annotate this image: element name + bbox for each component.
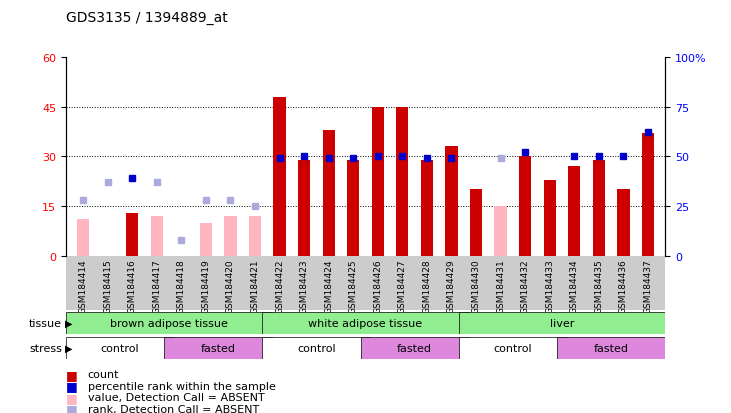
Bar xyxy=(593,160,605,256)
Text: GSM184417: GSM184417 xyxy=(152,259,162,313)
Bar xyxy=(470,190,482,256)
Bar xyxy=(459,337,567,359)
Text: fasted: fasted xyxy=(397,343,432,353)
Text: fasted: fasted xyxy=(594,343,629,353)
Text: GSM184418: GSM184418 xyxy=(177,259,186,313)
Bar xyxy=(151,216,163,256)
Text: GSM184432: GSM184432 xyxy=(520,259,530,313)
Text: white adipose tissue: white adipose tissue xyxy=(308,318,423,328)
Bar xyxy=(459,312,665,334)
Bar xyxy=(494,206,507,256)
Text: GSM184433: GSM184433 xyxy=(545,259,554,313)
Text: brown adipose tissue: brown adipose tissue xyxy=(110,318,228,328)
Bar xyxy=(273,97,286,256)
Text: count: count xyxy=(88,369,119,379)
Bar xyxy=(262,337,371,359)
Text: ■: ■ xyxy=(66,391,77,404)
Text: GSM184414: GSM184414 xyxy=(78,259,88,313)
Bar xyxy=(396,107,409,256)
Bar xyxy=(421,160,433,256)
Bar xyxy=(66,312,272,334)
Bar xyxy=(298,160,310,256)
Text: GSM184428: GSM184428 xyxy=(423,259,431,313)
Text: GSM184423: GSM184423 xyxy=(300,259,308,313)
Text: GSM184416: GSM184416 xyxy=(128,259,137,313)
Text: GSM184419: GSM184419 xyxy=(201,259,211,313)
Text: control: control xyxy=(297,343,336,353)
Text: rank, Detection Call = ABSENT: rank, Detection Call = ABSENT xyxy=(88,404,259,413)
Text: tissue: tissue xyxy=(29,318,62,328)
Bar xyxy=(126,213,138,256)
Bar xyxy=(224,216,237,256)
Text: GSM184415: GSM184415 xyxy=(103,259,112,313)
Text: GSM184431: GSM184431 xyxy=(496,259,505,313)
Text: percentile rank within the sample: percentile rank within the sample xyxy=(88,381,276,391)
Bar xyxy=(617,190,629,256)
Bar xyxy=(557,337,665,359)
Bar xyxy=(568,167,580,256)
Text: GSM184436: GSM184436 xyxy=(619,259,628,313)
Text: GSM184426: GSM184426 xyxy=(374,259,382,313)
Text: GSM184425: GSM184425 xyxy=(349,259,357,313)
Bar xyxy=(200,223,212,256)
Text: GSM184421: GSM184421 xyxy=(251,259,260,313)
Bar xyxy=(322,131,335,256)
Bar xyxy=(445,147,458,256)
Text: GSM184437: GSM184437 xyxy=(643,259,653,313)
Bar xyxy=(360,337,469,359)
Text: GSM184434: GSM184434 xyxy=(569,259,579,313)
Text: GSM184435: GSM184435 xyxy=(594,259,603,313)
Text: GSM184420: GSM184420 xyxy=(226,259,235,313)
Bar xyxy=(519,157,531,256)
Text: control: control xyxy=(493,343,532,353)
Bar xyxy=(77,220,89,256)
Text: GSM184424: GSM184424 xyxy=(324,259,333,313)
Text: GSM184430: GSM184430 xyxy=(471,259,480,313)
Bar xyxy=(262,312,469,334)
Bar xyxy=(544,180,556,256)
Text: value, Detection Call = ABSENT: value, Detection Call = ABSENT xyxy=(88,392,265,402)
Text: ▶: ▶ xyxy=(65,343,72,353)
Text: fasted: fasted xyxy=(200,343,235,353)
Text: stress: stress xyxy=(29,343,62,353)
Bar xyxy=(249,216,261,256)
Bar xyxy=(66,337,174,359)
Text: liver: liver xyxy=(550,318,575,328)
Text: ▶: ▶ xyxy=(65,318,72,328)
Text: ■: ■ xyxy=(66,379,77,392)
Bar xyxy=(371,107,384,256)
Text: ■: ■ xyxy=(66,368,77,381)
Text: GSM184429: GSM184429 xyxy=(447,259,456,313)
Text: control: control xyxy=(101,343,139,353)
Bar xyxy=(347,160,360,256)
Bar xyxy=(642,134,654,256)
Text: GSM184427: GSM184427 xyxy=(398,259,407,313)
Bar xyxy=(164,337,272,359)
Text: GDS3135 / 1394889_at: GDS3135 / 1394889_at xyxy=(66,11,227,25)
Text: GSM184422: GSM184422 xyxy=(275,259,284,313)
Text: ■: ■ xyxy=(66,402,77,413)
